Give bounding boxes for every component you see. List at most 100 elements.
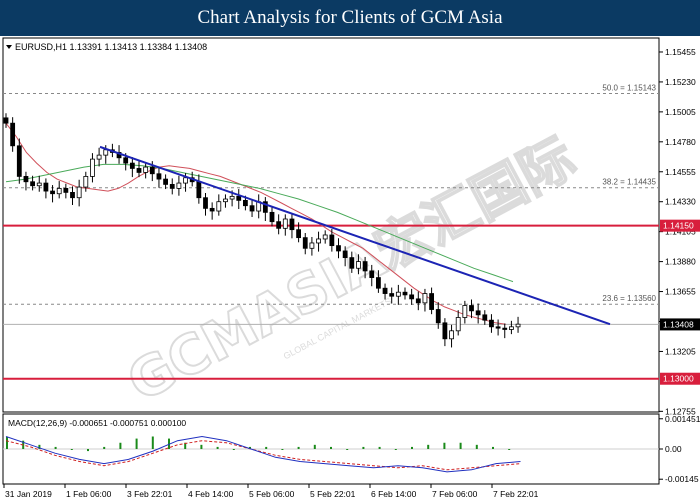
candle-body [50,190,55,195]
candle-body [422,293,428,304]
candle-body [262,201,268,213]
level-price-label: 1.13000 [663,374,694,384]
candle-body [369,270,375,278]
candle-body [136,168,142,173]
candle-body [489,319,494,328]
macd-histogram-bar [38,444,41,449]
macd-y-tick-label: 0.001451 [665,414,700,424]
candle-body [362,261,368,272]
candle-body [43,182,49,192]
level-price-tag [660,372,700,385]
current-price-tag [660,318,700,331]
macd-histogram-bar [411,446,413,449]
x-tick-label: 3 Feb 22:01 [127,489,173,499]
fib-label: 50.0 = 1.15143 [602,84,656,93]
candle-body [442,322,448,340]
candle-body [216,201,222,212]
macd-histogram-bar [216,446,219,449]
candle-body [495,326,501,329]
support-resistance-lines [3,224,659,380]
candle-body [163,178,169,185]
candle-body [329,234,335,247]
y-tick-label: 1.12755 [665,406,696,416]
candle-body [342,250,348,259]
macd-signal-line [5,440,521,471]
candle-body [56,187,62,195]
candle-body [356,261,361,269]
candle-body [462,305,468,318]
candle-body [96,154,102,160]
candle-body [502,327,508,330]
y-tick-label: 1.15230 [665,77,696,87]
macd-histogram-bar [508,449,511,450]
candle-body [409,294,415,300]
current-price-label: 1.13408 [663,319,694,329]
macd-indicator: 0.001451 0.00 -0.00145 [3,414,700,484]
candle-body [23,176,29,183]
candle-body [375,277,381,289]
candle-body [429,293,435,310]
y-tick-label: 1.14555 [665,167,696,177]
candle-body [129,162,135,169]
candle-body [242,199,248,207]
time-axis: 31 Jan 2019 1 Feb 06:00 3 Feb 22:01 4 Feb 1… [3,484,539,499]
candle-body [389,293,395,297]
macd-histogram-bar [151,436,154,449]
candle-body [508,326,514,330]
macd-histogram-bar [6,436,8,449]
candle-body [196,181,202,199]
candle-body [229,195,235,200]
candle-body [169,184,175,189]
price-axis: 1.15455 1.15230 1.15005 1.14780 1.14555 1.143… [659,47,700,416]
candle-body [289,218,295,231]
candle-body [76,186,82,199]
macd-histogram-bar [119,442,122,449]
chart-title-banner: Chart Analysis for Clients of GCM Asia [0,0,700,36]
x-tick-label: 1 Feb 06:00 [66,489,112,499]
macd-histogram-bar [313,444,316,449]
candle-body [282,218,288,229]
candle-body [402,291,408,296]
macd-histogram-bar [281,449,284,450]
candle-body [482,314,488,321]
candle-body [515,323,521,328]
x-tick-label: 4 Feb 14:00 [188,489,234,499]
candle-body [3,117,9,124]
x-tick-label: 31 Jan 2019 [5,489,52,499]
candle-body [70,191,75,199]
y-tick-label: 1.13655 [665,287,696,297]
macd-histogram-bar [330,446,332,449]
candle-body [63,187,69,193]
candle-body [16,145,22,177]
candle-body [276,221,282,229]
candle-body [415,298,421,304]
macd-main-line [5,435,521,473]
candle-body [309,242,315,249]
dropdown-triangle-icon[interactable] [6,45,12,49]
macd-histogram-bar [54,446,57,449]
macd-histogram-bar [346,449,349,450]
candle-body [336,245,341,252]
candle-body [103,149,109,156]
candle-body [316,238,321,244]
level-price-tag [660,219,700,232]
y-tick-label: 1.15455 [665,47,696,57]
candle-body [449,330,454,340]
level-price-label: 1.14150 [663,221,694,231]
macd-histogram-bar [87,449,89,452]
macd-histogram-bar [200,444,203,449]
candle-body [302,237,308,249]
macd-histogram-bar [70,449,73,450]
macd-histogram-bar [362,446,365,449]
y-tick-label: 1.13880 [665,257,696,267]
candle-body [322,234,328,240]
candle-body [236,195,242,201]
y-tick-label: 1.14330 [665,197,696,207]
descending-trendline[interactable] [99,145,611,326]
candle-body [475,310,481,316]
macd-y-tick-label: -0.00145 [665,474,699,484]
price-chart[interactable]: GCMASIA宏汇国际 GLOBAL CAPITAL MARKETS 50.0 … [0,36,700,500]
x-tick-label: 7 Feb 22:01 [493,489,539,499]
candle-body [269,211,275,223]
macd-histogram-bar [492,446,494,449]
